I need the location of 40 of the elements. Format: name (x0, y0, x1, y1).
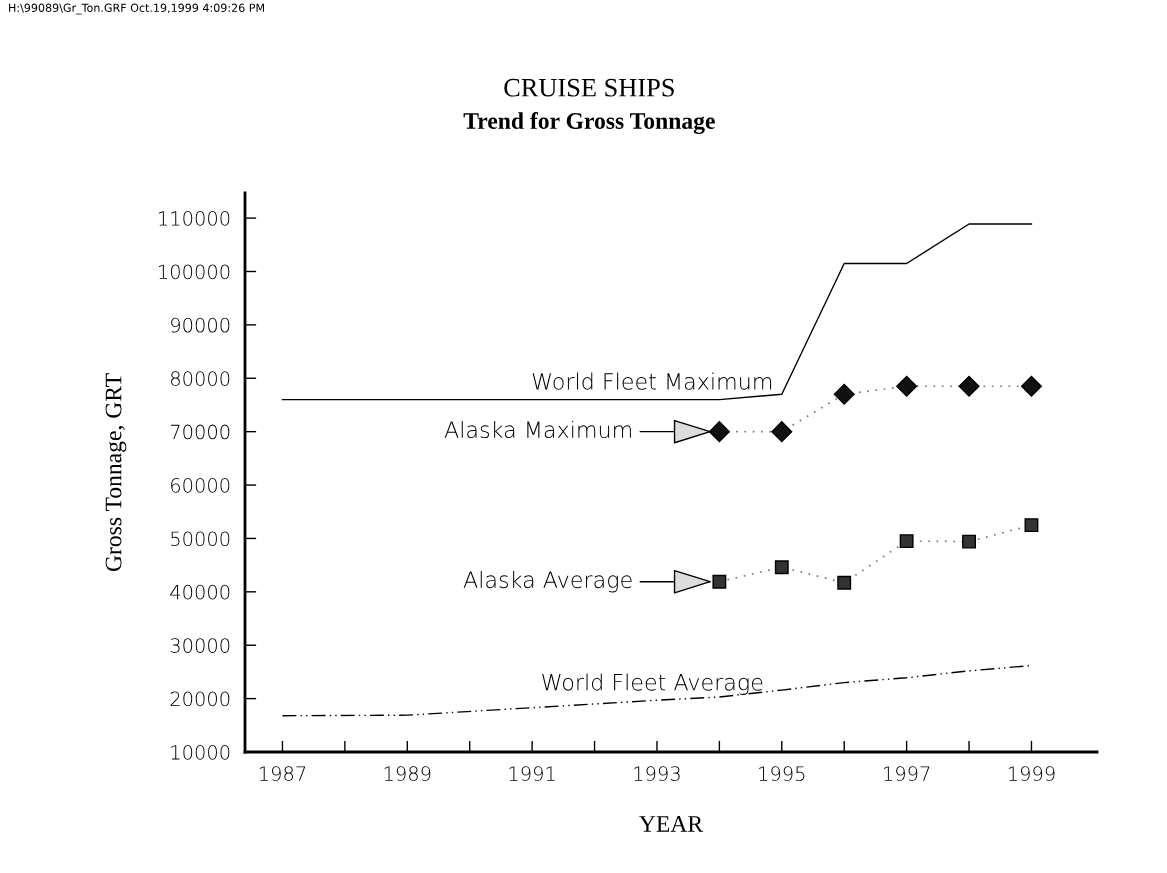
x-tick-label: 1987 (259, 766, 306, 781)
y-tick-label: 80000 (171, 371, 230, 386)
x-tick-label: 1989 (384, 766, 431, 781)
text: H:\99089\Gr_Ton.GRF Oct.19,1999 4:09:26 PM (9, 3, 264, 15)
point (708, 421, 730, 443)
x-tick-label: 1997 (884, 766, 930, 781)
point (771, 421, 793, 443)
point (896, 375, 918, 397)
point (774, 560, 789, 575)
y-axis-title: Gross Tonnage, GRT (105, 373, 127, 572)
point (837, 575, 852, 590)
point (712, 574, 727, 589)
y-tick-label: 10000 (171, 744, 230, 760)
chart-subtitle: Trend for Gross Tonnage (463, 112, 715, 134)
series-label: World Fleet Maximum (532, 372, 772, 390)
point (833, 383, 855, 405)
point (1024, 518, 1039, 533)
x-tick-label: 1999 (1008, 766, 1055, 781)
y-tick-label: 70000 (170, 424, 230, 440)
x-tick-label: 1991 (509, 766, 555, 781)
point (958, 375, 980, 397)
x-tick-label: 1995 (759, 766, 805, 781)
y-tick-label: 60000 (171, 478, 230, 493)
y-tick-label: 30000 (170, 638, 230, 653)
chart-title: CRUISE SHIPS (504, 78, 674, 97)
y-tick-label: 50000 (171, 531, 230, 547)
x-axis-title: YEAR (639, 816, 704, 832)
point (899, 534, 914, 549)
y-tick-label: 40000 (170, 584, 230, 600)
y-tick-label: 110000 (159, 211, 230, 226)
y-tick-label: 90000 (171, 317, 230, 333)
annotation: Alaska Maximum (444, 420, 631, 439)
point (962, 534, 976, 549)
y-tick-label: 100000 (159, 264, 230, 280)
x-tick-label: 1993 (634, 766, 680, 781)
series-label: World Fleet Average (542, 673, 763, 695)
point (1020, 375, 1042, 397)
line-series (281, 223, 1033, 401)
y-tick-label: 20000 (170, 691, 230, 707)
annotation: Alaska Average (463, 570, 632, 593)
